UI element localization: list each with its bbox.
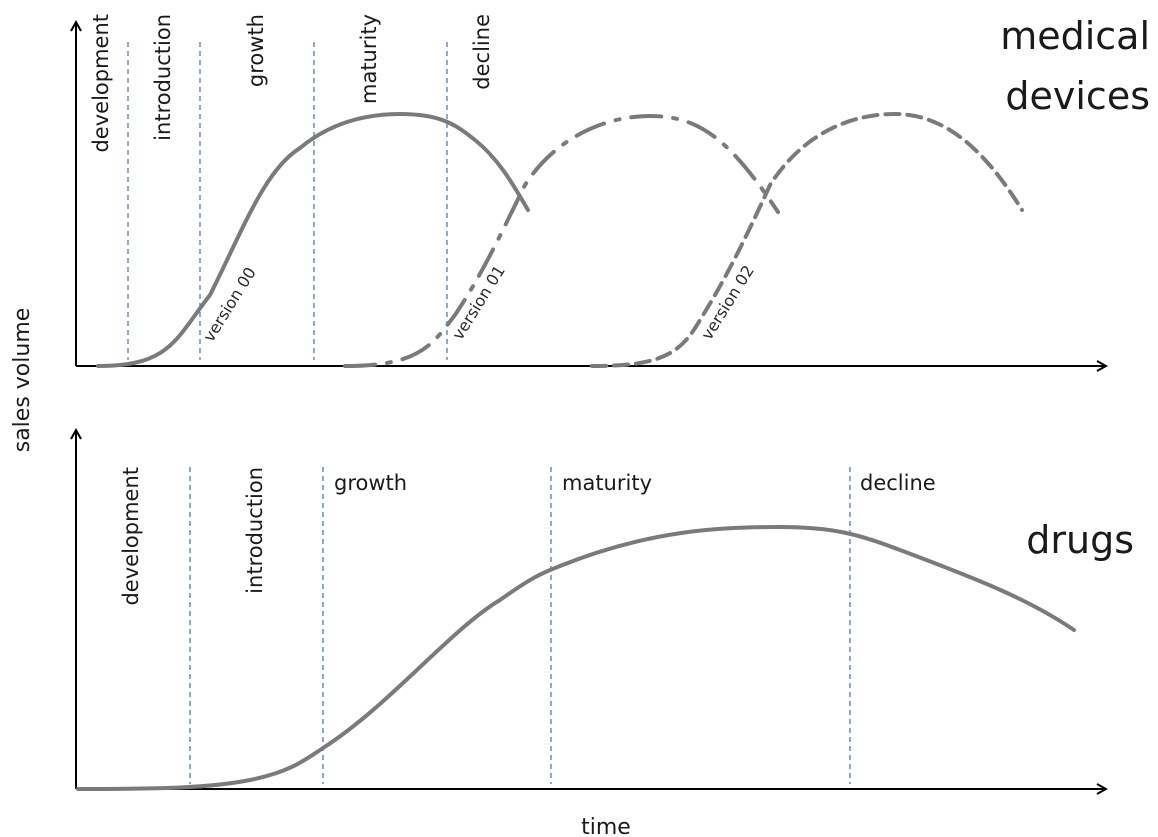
- version-02-curve: [590, 111, 1024, 368]
- top-stage-label-introduction: introduction: [151, 14, 175, 141]
- top-stage-label-development: development: [89, 14, 113, 153]
- bottom-stage-label-growth: growth: [334, 471, 407, 495]
- top-stage-label-maturity: maturity: [357, 14, 381, 104]
- drugs-title: drugs: [1026, 518, 1134, 562]
- version-00-curve: [96, 111, 530, 368]
- y-axis-label: sales volume: [10, 308, 35, 453]
- bottom-stage-label-development: development: [119, 467, 143, 606]
- bottom-stage-label-introduction: introduction: [243, 467, 267, 594]
- drugs-curve: [76, 524, 1076, 791]
- x-axis-label: time: [581, 815, 631, 837]
- top-stage-label-growth: growth: [244, 14, 268, 87]
- bottom-stage-label-decline: decline: [860, 471, 936, 495]
- medical-devices-title-line1: medical: [1000, 14, 1150, 58]
- version-01-curve: [343, 113, 780, 368]
- medical-devices-title-line2: devices: [1005, 74, 1150, 118]
- version-00-label: version 00: [199, 264, 260, 345]
- top-stage-label-decline: decline: [470, 14, 494, 90]
- bottom-stage-label-maturity: maturity: [562, 471, 652, 495]
- drugs-panel: development introduction growth maturity…: [76, 430, 1134, 789]
- medical-devices-panel: development introduction growth maturity…: [76, 14, 1150, 366]
